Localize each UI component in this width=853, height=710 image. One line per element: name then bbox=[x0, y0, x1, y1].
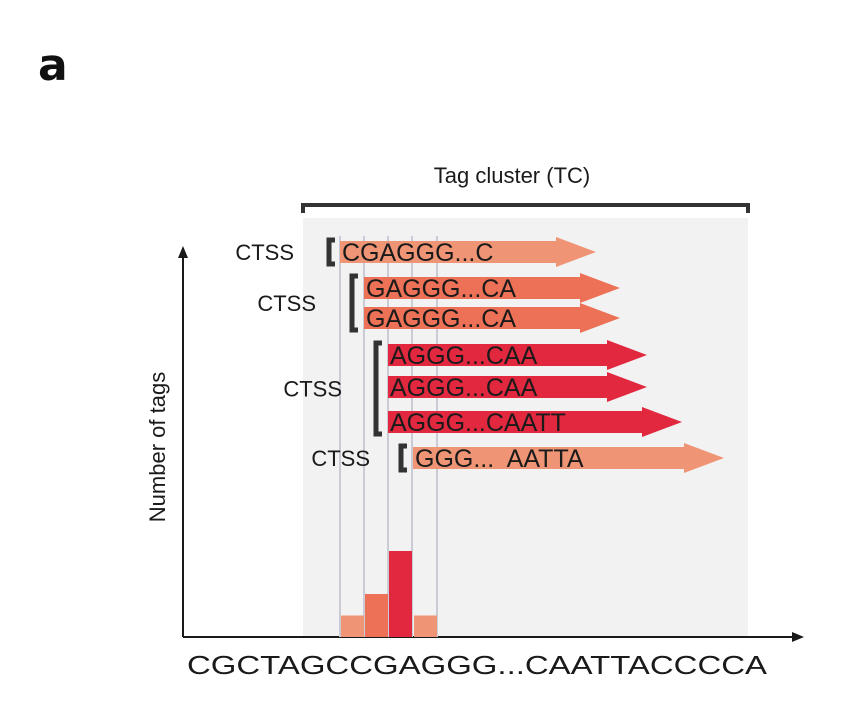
tag-arrow bbox=[340, 237, 596, 267]
ctss-bracket bbox=[349, 273, 358, 333]
panel-label: a bbox=[38, 40, 68, 91]
ctss-label: CTSS bbox=[311, 446, 370, 471]
tag-read: AGGG...CAATT bbox=[388, 407, 682, 437]
y-axis-label: Number of tags bbox=[145, 372, 170, 522]
tag-sequence: AGGG...CAA bbox=[390, 374, 538, 402]
tag-sequence: GAGGG...CA bbox=[366, 275, 516, 303]
tag-cluster-label: Tag cluster (TC) bbox=[434, 163, 590, 188]
ctss-label: CTSS bbox=[257, 291, 316, 316]
tag-count-bar bbox=[365, 594, 388, 637]
ctss-bracket bbox=[373, 340, 382, 437]
tag-read: GAGGG...CA bbox=[364, 273, 620, 303]
ctss-bracket bbox=[398, 443, 407, 473]
tag-count-bar bbox=[341, 615, 364, 637]
tag-cluster-bracket bbox=[301, 203, 750, 213]
tag-count-bar bbox=[414, 615, 437, 637]
tag-read: GAGGG...CA bbox=[364, 303, 620, 333]
tag-sequence: AGGG...CAATT bbox=[390, 409, 566, 437]
tag-arrow bbox=[388, 407, 682, 437]
ctss-label: CTSS bbox=[235, 240, 294, 265]
tag-read: AGGG...CAA bbox=[388, 372, 647, 402]
tag-arrow bbox=[364, 273, 620, 303]
tag-arrow bbox=[364, 303, 620, 333]
tag-sequence: CGAGGG...C bbox=[342, 239, 493, 267]
tag-read: AGGG...CAA bbox=[388, 340, 647, 370]
tag-read: CGAGGG...C bbox=[340, 237, 596, 267]
tag-arrow bbox=[388, 340, 647, 370]
tag-count-bar bbox=[389, 551, 412, 637]
tag-sequence: GGG... AATTA bbox=[415, 445, 584, 473]
ctss-bracket bbox=[326, 237, 335, 267]
tag-sequence: AGGG...CAA bbox=[390, 342, 538, 370]
tag-sequence: GAGGG...CA bbox=[366, 305, 516, 333]
genome-sequence: CGCTAGCCGAGGG...CAATTACCCCA bbox=[187, 650, 768, 680]
tag-arrow bbox=[388, 372, 647, 402]
tag-read: GGG... AATTA bbox=[413, 443, 724, 473]
tag-arrow bbox=[413, 443, 724, 473]
ctss-label: CTSS bbox=[283, 377, 342, 402]
tag-count-bars bbox=[341, 551, 437, 637]
